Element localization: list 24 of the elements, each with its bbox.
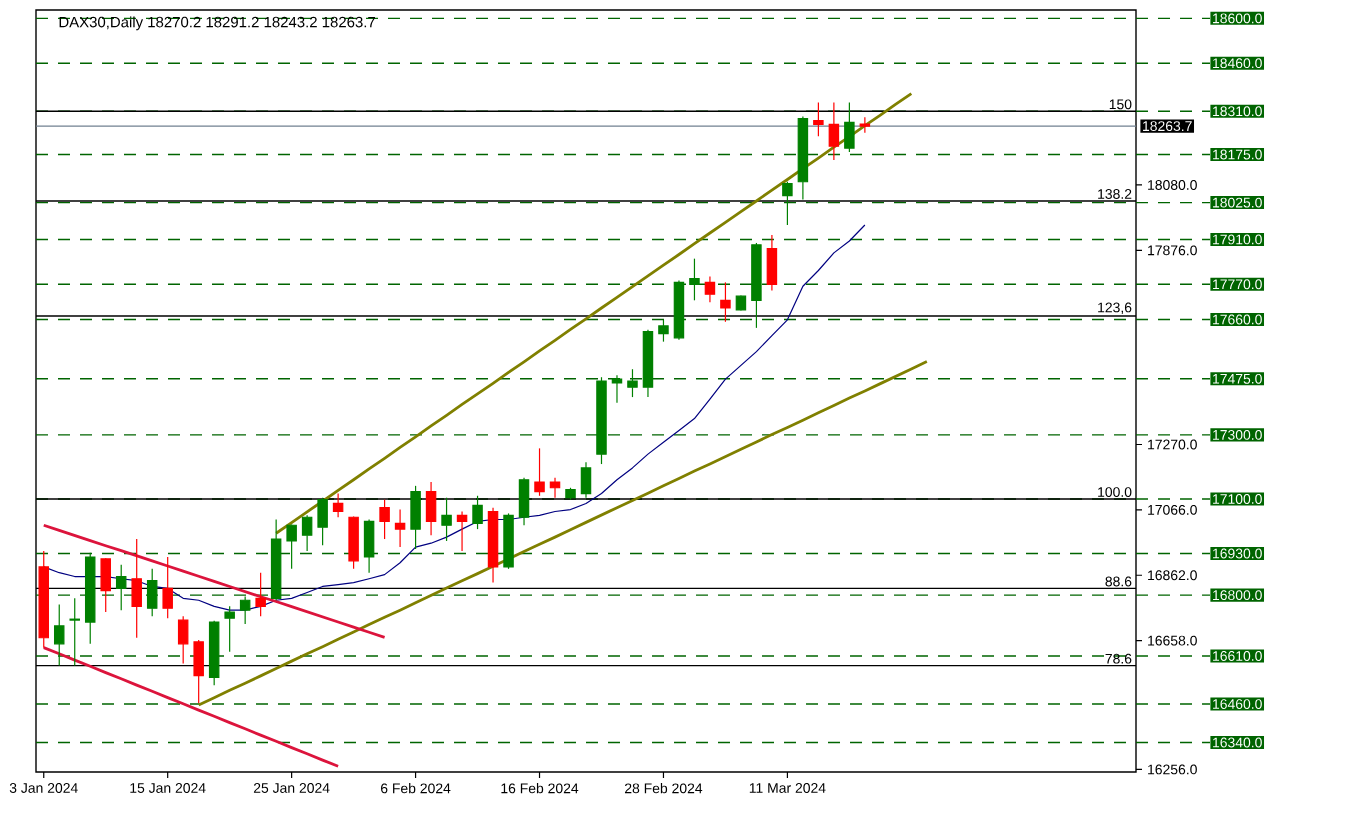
candlestick	[301, 514, 313, 552]
candlestick	[797, 115, 809, 200]
candlestick	[131, 538, 142, 639]
candlestick	[69, 597, 80, 667]
candlestick	[704, 276, 716, 303]
candlestick	[503, 512, 514, 570]
candlestick	[549, 477, 561, 499]
candlestick	[859, 116, 871, 134]
candlestick	[611, 374, 623, 404]
candlestick	[456, 510, 468, 552]
candlestick	[425, 481, 437, 536]
candlestick	[363, 518, 375, 574]
candlestick	[270, 518, 282, 601]
candlestick	[332, 492, 344, 518]
candlestick	[487, 507, 499, 584]
candlestick	[580, 461, 592, 499]
candlestick	[642, 329, 654, 398]
line-series	[42, 646, 340, 768]
candlestick	[673, 279, 685, 341]
candlestick	[518, 477, 530, 526]
candlestick	[828, 102, 840, 161]
candlestick	[53, 603, 65, 667]
candlestick	[394, 508, 406, 548]
candlestick	[766, 234, 778, 291]
